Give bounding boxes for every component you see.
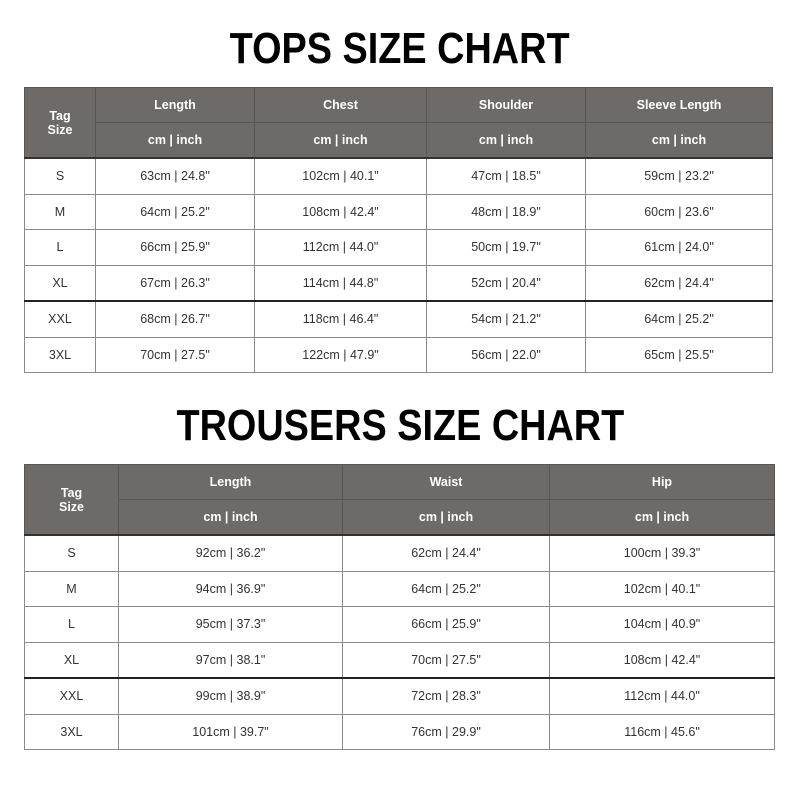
tag-size-header: Tag Size [24, 464, 119, 536]
measurement-cell: 67cm | 26.3" [95, 264, 255, 302]
measurement-cell: 64cm | 25.2" [342, 570, 550, 607]
unit-header: cm | inch [342, 499, 550, 536]
header-row: Tag Size Length Chest Shoulder Sleeve Length [24, 87, 773, 159]
column-header: Hip [549, 464, 775, 500]
unit-header: cm | inch [118, 499, 343, 536]
tops-size-table: Tag Size Length Chest Shoulder Sleeve Length c… [24, 87, 773, 373]
column-header: Length [118, 464, 343, 500]
table-row: XXL 99cm | 38.9" 72cm | 28.3" 112cm | 44.0" [24, 677, 775, 715]
measurement-cell: 66cm | 25.9" [342, 606, 550, 643]
size-cell: XXL [24, 300, 96, 338]
unit-header: cm | inch [585, 122, 773, 159]
table-row: L 95cm | 37.3" 66cm | 25.9" 104cm | 40.9" [24, 606, 775, 643]
size-cell: 3XL [24, 336, 96, 373]
unit-header: cm | inch [254, 122, 427, 159]
measurement-cell: 102cm | 40.1" [549, 570, 775, 607]
tag-size-header: Tag Size [24, 87, 96, 159]
measurement-cell: 66cm | 25.9" [95, 229, 255, 266]
column-header: Chest [254, 87, 427, 123]
measurement-cell: 64cm | 25.2" [95, 193, 255, 230]
measurement-cell: 108cm | 42.4" [549, 641, 775, 679]
measurement-cell: 99cm | 38.9" [118, 677, 343, 715]
measurement-cell: 112cm | 44.0" [254, 229, 427, 266]
table-row: M 94cm | 36.9" 64cm | 25.2" 102cm | 40.1" [24, 570, 775, 607]
trousers-title: TROUSERS SIZE CHART [176, 401, 624, 450]
measurement-cell: 94cm | 36.9" [118, 570, 343, 607]
measurement-cell: 72cm | 28.3" [342, 677, 550, 715]
measurement-cell: 108cm | 42.4" [254, 193, 427, 230]
measurement-cell: 97cm | 38.1" [118, 641, 343, 679]
table-row: S 63cm | 24.8" 102cm | 40.1" 47cm | 18.5" 59… [24, 157, 773, 195]
column-header: Shoulder [426, 87, 586, 123]
size-cell: L [24, 606, 119, 643]
column-header: Length [95, 87, 255, 123]
measurement-cell: 70cm | 27.5" [95, 336, 255, 373]
measurement-cell: 95cm | 37.3" [118, 606, 343, 643]
measurement-cell: 112cm | 44.0" [549, 677, 775, 715]
measurement-cell: 59cm | 23.2" [585, 157, 773, 195]
measurement-cell: 54cm | 21.2" [426, 300, 586, 338]
table-row: L 66cm | 25.9" 112cm | 44.0" 50cm | 19.7" 61… [24, 229, 773, 266]
unit-header: cm | inch [95, 122, 255, 159]
unit-row: cm | inch cm | inch cm | inch cm | inch [25, 122, 773, 159]
unit-header: cm | inch [549, 499, 775, 536]
size-cell: XL [24, 641, 119, 679]
column-header: Sleeve Length [585, 87, 773, 123]
measurement-cell: 100cm | 39.3" [549, 534, 775, 572]
measurement-cell: 61cm | 24.0" [585, 229, 773, 266]
size-cell: XL [24, 264, 96, 302]
measurement-cell: 60cm | 23.6" [585, 193, 773, 230]
table-row: M 64cm | 25.2" 108cm | 42.4" 48cm | 18.9" 60… [24, 193, 773, 230]
size-cell: M [24, 570, 119, 607]
measurement-cell: 118cm | 46.4" [254, 300, 427, 338]
size-cell: XXL [24, 677, 119, 715]
table-row: XL 67cm | 26.3" 114cm | 44.8" 52cm | 20.4" 6… [24, 264, 773, 302]
measurement-cell: 70cm | 27.5" [342, 641, 550, 679]
measurement-cell: 68cm | 26.7" [95, 300, 255, 338]
measurement-cell: 104cm | 40.9" [549, 606, 775, 643]
size-cell: 3XL [24, 713, 119, 750]
measurement-cell: 101cm | 39.7" [118, 713, 343, 750]
measurement-cell: 62cm | 24.4" [342, 534, 550, 572]
size-cell: S [24, 157, 96, 195]
tops-title: TOPS SIZE CHART [230, 24, 570, 73]
measurement-cell: 48cm | 18.9" [426, 193, 586, 230]
measurement-cell: 47cm | 18.5" [426, 157, 586, 195]
measurement-cell: 92cm | 36.2" [118, 534, 343, 572]
measurement-cell: 62cm | 24.4" [585, 264, 773, 302]
size-cell: L [24, 229, 96, 266]
measurement-cell: 50cm | 19.7" [426, 229, 586, 266]
table-row: S 92cm | 36.2" 62cm | 24.4" 100cm | 39.3" [24, 534, 775, 572]
trousers-size-table: Tag Size Length Waist Hip cm | inch cm | inch c… [24, 464, 775, 750]
measurement-cell: 102cm | 40.1" [254, 157, 427, 195]
measurement-cell: 114cm | 44.8" [254, 264, 427, 302]
size-cell: M [24, 193, 96, 230]
column-header: Waist [342, 464, 550, 500]
size-cell: S [24, 534, 119, 572]
header-row: Tag Size Length Waist Hip [24, 464, 775, 536]
measurement-cell: 116cm | 45.6" [549, 713, 775, 750]
measurement-cell: 52cm | 20.4" [426, 264, 586, 302]
measurement-cell: 64cm | 25.2" [585, 300, 773, 338]
table-row: XL 97cm | 38.1" 70cm | 27.5" 108cm | 42.4" [24, 641, 775, 679]
table-row: 3XL 70cm | 27.5" 122cm | 47.9" 56cm | 22.0"… [24, 336, 773, 373]
measurement-cell: 76cm | 29.9" [342, 713, 550, 750]
unit-header: cm | inch [426, 122, 586, 159]
measurement-cell: 122cm | 47.9" [254, 336, 427, 373]
unit-row: cm | inch cm | inch cm | inch [25, 499, 775, 536]
measurement-cell: 56cm | 22.0" [426, 336, 586, 373]
measurement-cell: 63cm | 24.8" [95, 157, 255, 195]
table-row: 3XL 101cm | 39.7" 76cm | 29.9" 116cm | 45.6… [24, 713, 775, 750]
table-row: XXL 68cm | 26.7" 118cm | 46.4" 54cm | 21.2"… [24, 300, 773, 338]
measurement-cell: 65cm | 25.5" [585, 336, 773, 373]
